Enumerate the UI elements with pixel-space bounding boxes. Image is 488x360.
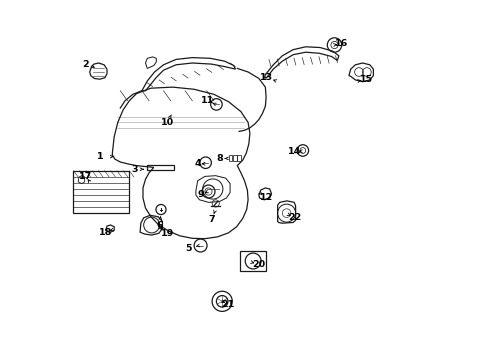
Text: 7: 7 [208,215,215,224]
Text: 17: 17 [79,172,92,181]
Bar [147,165,174,170]
Text: 9: 9 [198,190,204,199]
Bar [237,155,241,161]
Text: 8: 8 [216,154,222,163]
Text: 11: 11 [201,96,214,105]
Bar [228,155,232,161]
Text: 18: 18 [98,228,112,237]
Text: 4: 4 [194,159,201,168]
Text: 10: 10 [160,118,173,127]
Text: 5: 5 [185,244,192,253]
Text: 13: 13 [260,73,273,82]
Bar [73,171,129,213]
Text: 2: 2 [82,60,88,69]
Text: 22: 22 [288,213,301,222]
Text: 19: 19 [160,230,173,239]
Bar [240,251,265,271]
Text: 12: 12 [259,194,272,202]
Bar [232,155,236,161]
Text: 14: 14 [288,147,301,156]
Text: 20: 20 [252,260,265,269]
Text: 6: 6 [156,220,163,230]
Text: 21: 21 [221,300,234,309]
Text: 15: 15 [360,75,373,84]
Text: 1: 1 [97,152,103,161]
Text: 3: 3 [131,165,138,174]
Text: 16: 16 [334,39,347,48]
